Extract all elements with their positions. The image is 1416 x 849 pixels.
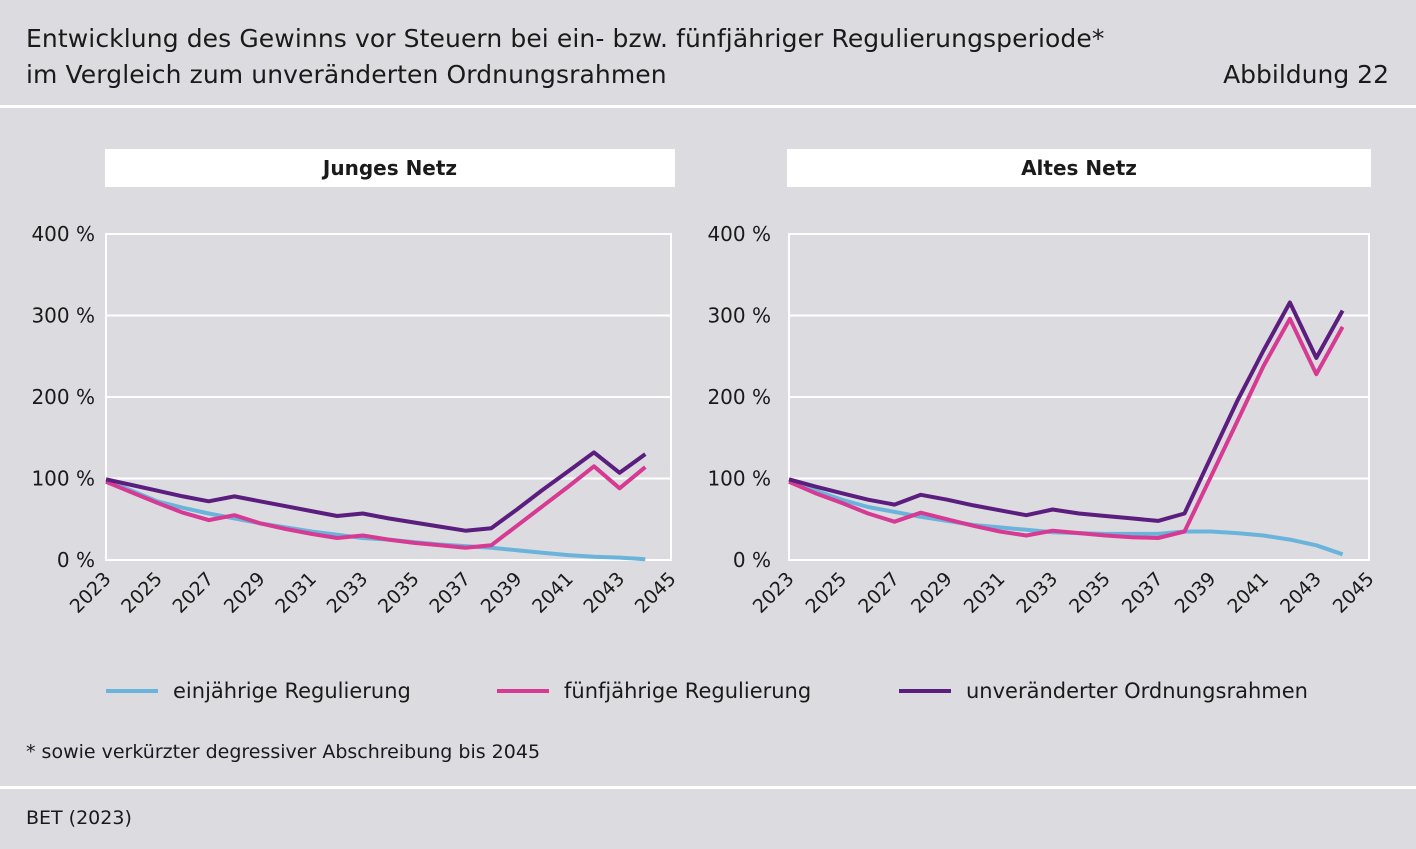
panel-title-junges-netz: Junges Netz	[321, 156, 457, 180]
footer-divider	[0, 786, 1416, 789]
x-tick-label-altes-netz-2031: 2031	[960, 568, 1010, 618]
legend-item-einjaehrig: einjährige Regulierung	[106, 678, 411, 704]
y-tick-label-altes-netz-4: 400 %	[707, 222, 771, 246]
x-tick-label-junges-netz-2025: 2025	[117, 568, 167, 618]
series-line-altes-netz-unveraendert	[788, 300, 1345, 523]
panel-title-altes-netz: Altes Netz	[1021, 156, 1137, 180]
x-tick-label-altes-netz-2029: 2029	[907, 568, 957, 618]
y-tick-label-junges-netz-2: 200 %	[31, 385, 95, 409]
x-tick-label-junges-netz-2039: 2039	[477, 568, 527, 618]
legend-label-fuenfjaehrig: fünfjährige Regulierung	[564, 679, 812, 703]
legend-item-fuenfjaehrig: fünfjährige Regulierung	[497, 678, 811, 704]
header-divider	[0, 105, 1416, 108]
series-line-altes-netz-fuenfjaehrig	[788, 316, 1345, 540]
x-tick-label-altes-netz-2037: 2037	[1118, 568, 1168, 618]
x-tick-label-altes-netz-2041: 2041	[1223, 568, 1273, 618]
series-line-altes-netz-einjaehrig	[788, 478, 1344, 557]
legend-swatch-fuenfjaehrig	[497, 689, 549, 693]
x-tick-label-altes-netz-2033: 2033	[1012, 568, 1062, 618]
y-tick-label-altes-netz-0: 0 %	[733, 548, 771, 572]
x-tick-label-junges-netz-2023: 2023	[66, 568, 116, 618]
chart-title-line-2: im Vergleich zum unveränderten Ordnungsr…	[26, 60, 667, 89]
legend-item-unveraendert: unveränderter Ordnungsrahmen	[899, 678, 1308, 704]
x-tick-label-altes-netz-2035: 2035	[1065, 568, 1115, 618]
x-tick-label-altes-netz-2025: 2025	[802, 568, 852, 618]
x-tick-label-junges-netz-2037: 2037	[425, 568, 475, 618]
chart-title-line-1: Entwicklung des Gewinns vor Steuern bei …	[26, 24, 1105, 53]
x-tick-label-junges-netz-2043: 2043	[579, 568, 629, 618]
y-tick-label-junges-netz-3: 300 %	[31, 304, 95, 328]
x-tick-label-junges-netz-2035: 2035	[374, 568, 424, 618]
series-line-junges-netz-unveraendert	[105, 450, 647, 533]
figure-label: Abbildung 22	[1223, 60, 1389, 89]
x-tick-label-junges-netz-2041: 2041	[528, 568, 578, 618]
series-line-junges-netz-fuenfjaehrig	[105, 464, 647, 550]
legend-swatch-einjaehrig	[106, 689, 158, 693]
legend-label-einjaehrig: einjährige Regulierung	[173, 679, 411, 703]
legend-label-unveraendert: unveränderter Ordnungsrahmen	[966, 679, 1308, 703]
x-tick-label-altes-netz-2023: 2023	[749, 568, 799, 618]
panel-header-altes-netz	[787, 149, 1371, 187]
x-tick-label-altes-netz-2027: 2027	[854, 568, 904, 618]
footnote: * sowie verkürzter degressiver Abschreib…	[26, 741, 541, 763]
y-tick-label-junges-netz-4: 400 %	[31, 222, 95, 246]
source-note: BET (2023)	[26, 807, 132, 829]
x-tick-label-junges-netz-2031: 2031	[271, 568, 321, 618]
y-tick-label-junges-netz-1: 100 %	[31, 467, 95, 491]
x-tick-label-junges-netz-2027: 2027	[169, 568, 219, 618]
panel-header-junges-netz	[105, 149, 675, 187]
y-tick-label-altes-netz-3: 300 %	[707, 304, 771, 328]
y-tick-label-altes-netz-2: 200 %	[707, 385, 771, 409]
y-tick-label-altes-netz-1: 100 %	[707, 467, 771, 491]
x-tick-label-altes-netz-2045: 2045	[1329, 568, 1379, 618]
x-tick-label-junges-netz-2045: 2045	[631, 568, 681, 618]
y-tick-label-junges-netz-0: 0 %	[57, 548, 95, 572]
x-tick-label-junges-netz-2033: 2033	[323, 568, 373, 618]
x-tick-label-junges-netz-2029: 2029	[220, 568, 270, 618]
legend-swatch-unveraendert	[899, 689, 951, 693]
x-tick-label-altes-netz-2039: 2039	[1171, 568, 1221, 618]
x-tick-label-altes-netz-2043: 2043	[1276, 568, 1326, 618]
